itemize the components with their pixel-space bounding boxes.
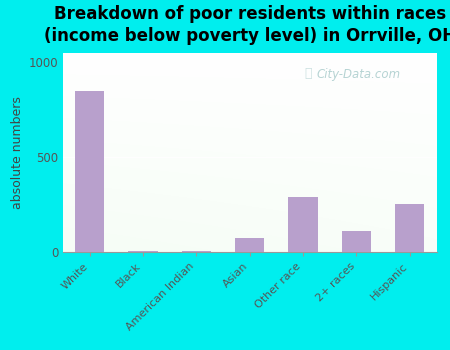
Text: City-Data.com: City-Data.com <box>317 69 401 82</box>
Bar <box>235 238 265 252</box>
Bar <box>342 231 371 252</box>
Bar <box>288 197 318 252</box>
Text: 🔍: 🔍 <box>304 68 311 80</box>
Bar <box>182 251 211 252</box>
Bar <box>75 91 104 252</box>
Bar <box>128 251 158 252</box>
Bar <box>395 204 424 252</box>
Y-axis label: absolute numbers: absolute numbers <box>11 96 24 209</box>
Title: Breakdown of poor residents within races
(income below poverty level) in Orrvill: Breakdown of poor residents within races… <box>44 5 450 46</box>
